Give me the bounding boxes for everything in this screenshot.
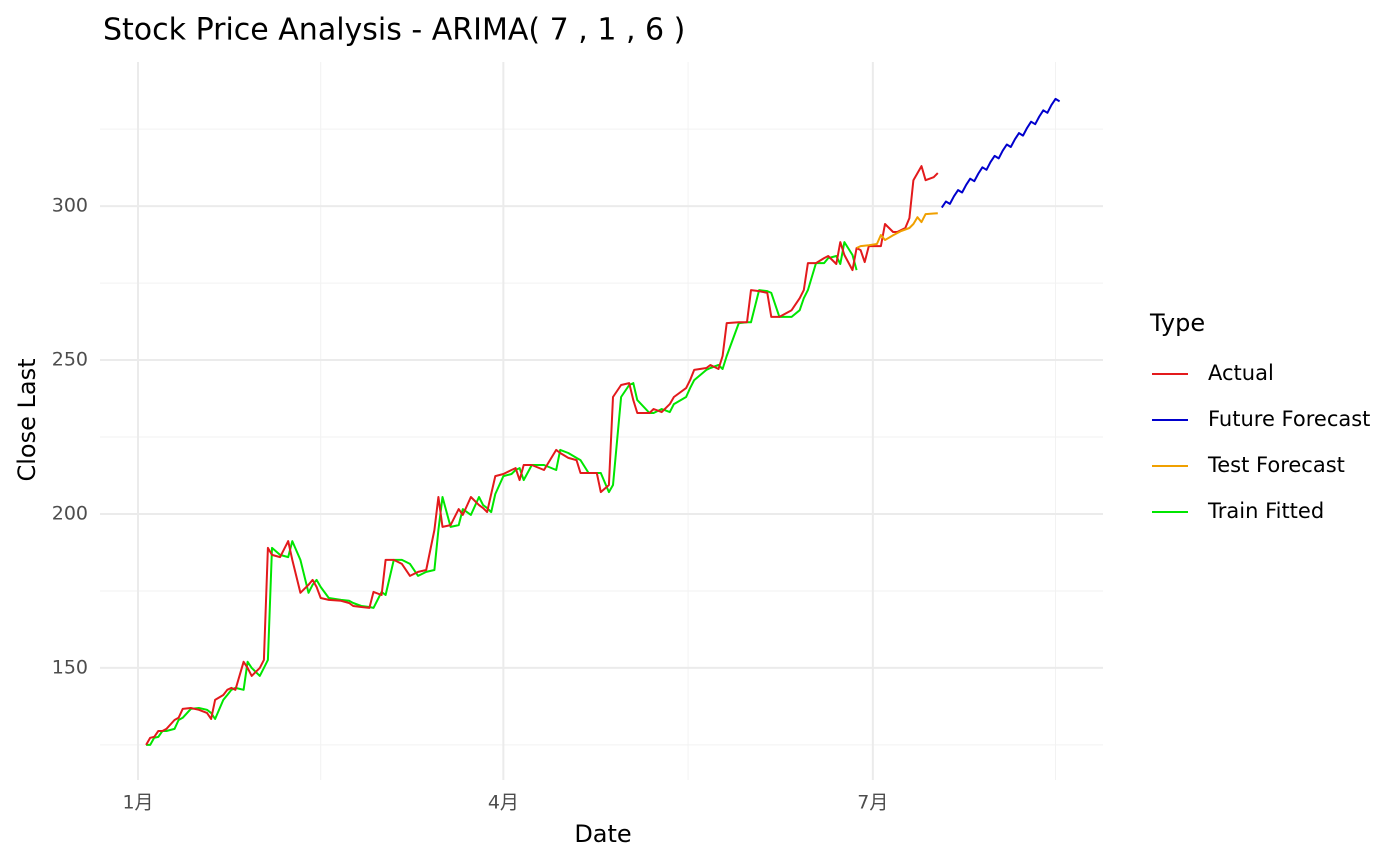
legend-label: Test Forecast — [1207, 453, 1345, 477]
y-tick-label: 300 — [52, 195, 88, 217]
y-tick-label: 150 — [52, 656, 88, 678]
y-tick-label: 250 — [52, 349, 88, 371]
legend-label: Train Fitted — [1207, 499, 1324, 523]
x-tick-label: 7月 — [857, 792, 888, 814]
legend-label: Actual — [1208, 361, 1274, 385]
x-tick-label: 1月 — [122, 792, 153, 814]
chart-title: Stock Price Analysis - ARIMA( 7 , 1 , 6 … — [103, 13, 685, 48]
y-axis-label: Close Last — [13, 359, 41, 482]
series-line — [940, 97, 1061, 209]
series-line — [146, 241, 858, 746]
series-line — [856, 212, 938, 249]
x-axis-label: Date — [574, 820, 631, 848]
x-tick-label: 4月 — [488, 792, 519, 814]
y-tick-label: 200 — [52, 502, 88, 524]
series-line — [145, 165, 939, 746]
legend-label: Future Forecast — [1208, 407, 1370, 431]
legend-title: Type — [1149, 309, 1205, 337]
